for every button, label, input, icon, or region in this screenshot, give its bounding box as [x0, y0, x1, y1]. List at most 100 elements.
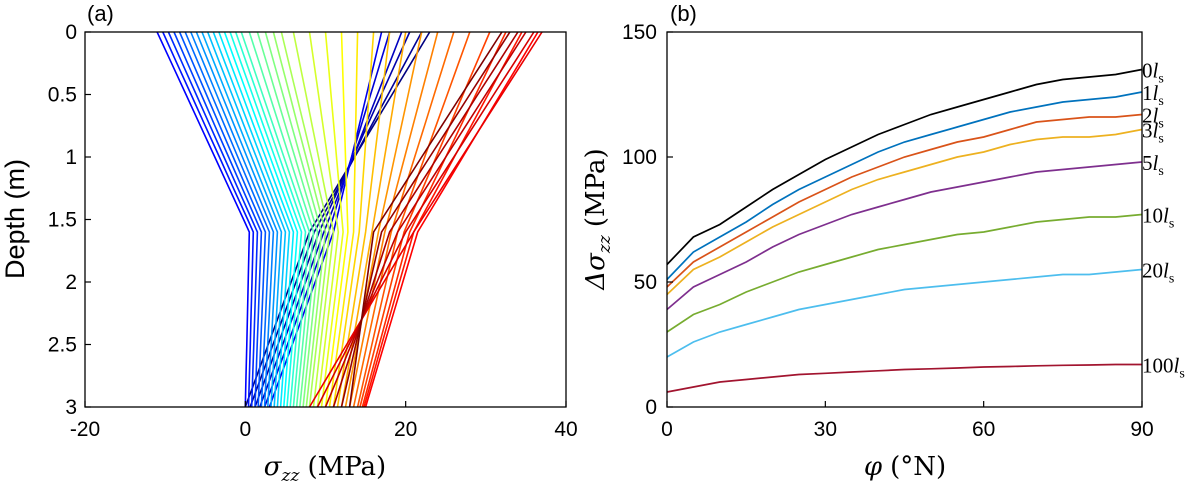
- panel-a-profile-line: [212, 31, 291, 408]
- panel-b-y-tick-label: 100: [622, 146, 657, 169]
- panel-b-curves: [666, 68, 1143, 393]
- panel-a-profile-line: [223, 31, 299, 408]
- panel-a-y-tick-label: 3: [65, 396, 77, 419]
- panel-a-y-tick-label: 2: [65, 271, 77, 294]
- panel-a-curves: [156, 31, 543, 408]
- panel-a-profile-line: [244, 31, 431, 408]
- panel-a-profile-line: [156, 31, 251, 408]
- panel-a-profile-line: [259, 31, 403, 408]
- panel-a-profile-line: [190, 31, 275, 408]
- panel-b-curve-label-10ls: 10ls: [1142, 204, 1174, 232]
- panel-a-xlabel-units: (MPa): [307, 452, 386, 482]
- panel-b-curve-label-0ls: 0ls: [1142, 59, 1164, 87]
- panel-b-y-tick-label: 0: [645, 396, 657, 419]
- panel-b-curve-label-2ls: 2ls: [1142, 104, 1164, 132]
- panel-b-ylabel-symbol: Δσ: [581, 252, 611, 291]
- panel-b-y-tick-label: 50: [634, 271, 657, 294]
- panel-a-profile-line: [324, 31, 349, 408]
- panel-a-profile-line: [332, 31, 375, 408]
- panel-a-x-tick-label: -20: [70, 418, 100, 441]
- panel-a-profile-line: [308, 31, 340, 408]
- panel-a-xlabel-symbol: σ: [264, 452, 283, 482]
- panel-a-profile-line: [324, 31, 527, 408]
- panel-a-y-ticks: 0 0.5 1 1.5 2 2.5 3: [48, 21, 91, 419]
- panel-a-profile-line: [316, 31, 535, 408]
- panel-b-axes-frame: [666, 31, 1143, 408]
- panel-b-x-tick-label: 60: [972, 418, 995, 441]
- panel-a-y-tick-label: 0.5: [48, 84, 77, 107]
- panel-a-profile-line: [195, 31, 279, 408]
- panel-b-series-100ls: [666, 363, 1142, 393]
- panel-a-y-tick-label: 1: [65, 146, 77, 169]
- panel-b-xlabel-symbol: φ: [864, 452, 883, 482]
- panel-b-xlabel: φ (°N): [864, 452, 946, 482]
- panel-b-curve-label-1ls: 1ls: [1142, 81, 1164, 109]
- panel-b-series-10ls: [666, 213, 1143, 333]
- panel-b-curve-label-3ls: 3ls: [1142, 119, 1164, 147]
- panel-b-curve-label-20ls: 20ls: [1142, 259, 1174, 287]
- panel-b-series-3ls: [666, 128, 1143, 296]
- panel-b-label: (b): [670, 1, 697, 26]
- panel-a-profile-line: [218, 31, 295, 408]
- panel-a-x-tick-label: 0: [239, 418, 251, 441]
- panel-a-x-tick-label: 40: [554, 418, 577, 441]
- panel-a-profile-line: [173, 31, 263, 408]
- panel-a-profile-line: [240, 31, 311, 408]
- panel-a-x-ticks: -20 0 20 40: [70, 401, 578, 441]
- panel-a-profile-line: [162, 31, 255, 408]
- panel-b-x-tick-label: 0: [661, 418, 673, 441]
- panel-a-profile-line: [359, 31, 491, 408]
- panel-a-profile-line: [328, 31, 359, 408]
- panel-a-profile-line: [264, 31, 323, 408]
- panel-b-x-tick-label: 90: [1130, 418, 1153, 441]
- panel-a-profile-line: [356, 31, 471, 408]
- panel-a-profile-line: [234, 31, 307, 408]
- panel-a-profile-line: [308, 31, 543, 408]
- panel-b-series-2ls: [666, 113, 1143, 288]
- panel-a-profile-line: [206, 31, 287, 408]
- panel-b-curve-label-100ls: 100ls: [1142, 354, 1185, 382]
- panel-a-profile-line: [229, 31, 303, 408]
- panel-a-y-tick-label: 0: [65, 21, 77, 44]
- panel-a-profile-line: [340, 31, 511, 408]
- panel-a-profile-line: [201, 31, 283, 408]
- panel-b-xlabel-units: (°N): [890, 452, 946, 482]
- panel-b-ylabel: Δσzz (MPa): [581, 148, 615, 290]
- panel-a-profile-line: [336, 31, 391, 408]
- panel-a-profile-line: [292, 31, 335, 408]
- panel-b-x-ticks: 0 30 60 90: [661, 401, 1154, 441]
- panel-a-profile-line: [320, 31, 344, 408]
- panel-a-xlabel-subscript: zz: [281, 466, 301, 486]
- panel-a-profile-line: [348, 31, 503, 408]
- panel-b-ylabel-subscript: zz: [595, 234, 615, 254]
- panel-a-y-tick-label: 2.5: [48, 334, 77, 357]
- panel-b-x-tick-label: 30: [814, 418, 837, 441]
- panel-a-y-tick-label: 1.5: [48, 209, 77, 232]
- panel-a-profile-line: [178, 31, 267, 408]
- panel-b-y-tick-label: 150: [622, 21, 657, 44]
- panel-a-profile-line: [361, 31, 507, 408]
- panel-a-x-tick-label: 20: [394, 418, 417, 441]
- panel-a-ylabel: Depth (m): [0, 159, 30, 279]
- panel-a-profile-line: [364, 31, 539, 408]
- panel-a-profile-line: [248, 31, 315, 408]
- panel-b-ylabel-units: (MPa): [581, 148, 611, 227]
- panel-a: -20 0 20 40 0 0.5 1 1.5 2 2.5 3 (a) Depth (m) σzz…: [0, 1, 578, 486]
- panel-a-profile-line: [254, 31, 411, 408]
- panel-a-profile-line: [280, 31, 331, 408]
- panel-b-series-5ls: [666, 161, 1143, 311]
- panel-a-profile-line: [332, 31, 519, 408]
- panel-b-series-0ls: [666, 68, 1143, 266]
- panel-a-profile-line: [256, 31, 319, 408]
- panel-b-y-ticks: 0 50 100 150: [622, 21, 673, 419]
- panel-a-xlabel: σzz (MPa): [264, 452, 386, 486]
- panel-b-series-1ls: [666, 91, 1143, 281]
- panel-a-profile-line: [184, 31, 271, 408]
- panel-a-profile-line: [167, 31, 259, 408]
- panel-a-profile-line: [272, 31, 327, 408]
- panel-a-label: (a): [87, 1, 114, 26]
- panel-a-profile-line: [268, 31, 383, 408]
